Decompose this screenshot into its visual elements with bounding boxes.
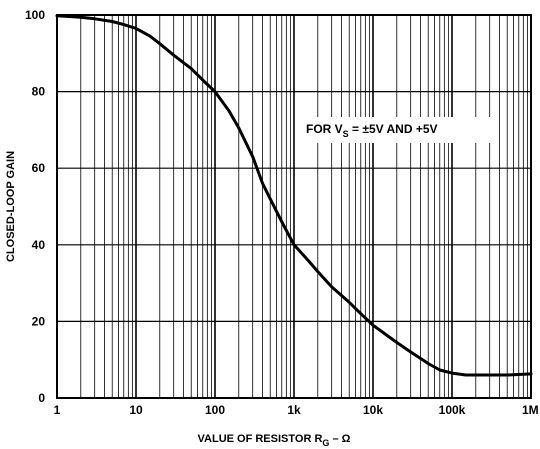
y-axis-label: CLOSED-LOOP GAIN bbox=[5, 151, 17, 262]
minor-grid bbox=[80, 15, 528, 398]
annotation-suffix: = ±5V AND +5V bbox=[349, 122, 438, 136]
y-tick-label: 20 bbox=[32, 314, 46, 328]
x-tick-label: 10 bbox=[129, 403, 143, 417]
y-tick-label: 60 bbox=[32, 161, 46, 175]
annotation-text: FOR VS = ±5V AND +5V bbox=[306, 122, 438, 139]
x-tick-label: 1M bbox=[522, 403, 539, 417]
y-tick-label: 100 bbox=[25, 8, 45, 22]
x-tick-label: 100k bbox=[439, 403, 466, 417]
plot-frame bbox=[56, 14, 532, 399]
x-axis-label: VALUE OF RESISTOR RG – Ω bbox=[198, 433, 351, 448]
x-tick-label: 1k bbox=[287, 403, 301, 417]
x-tick-label: 1 bbox=[54, 403, 61, 417]
x-tick-label: 10k bbox=[363, 403, 383, 417]
y-tick-label: 80 bbox=[32, 85, 46, 99]
y-tick-label: 40 bbox=[32, 238, 46, 252]
y-tick-label: 0 bbox=[38, 391, 45, 405]
x-axis-label-subscript: G bbox=[322, 438, 329, 448]
y-tick-labels: 0 20 40 60 80 100 bbox=[25, 8, 45, 405]
x-tick-label: 100 bbox=[205, 403, 225, 417]
annotation-background bbox=[298, 117, 494, 143]
x-tick-labels: 1 10 100 1k 10k 100k 1M bbox=[54, 403, 539, 417]
gain-curve bbox=[55, 14, 533, 377]
annotation: FOR VS = ±5V AND +5V bbox=[298, 117, 494, 143]
x-axis-label-main: VALUE OF RESISTOR R bbox=[198, 433, 323, 445]
x-axis-label-tail: – Ω bbox=[329, 433, 350, 445]
annotation-prefix: FOR V bbox=[306, 122, 343, 136]
annotation-subscript: S bbox=[343, 129, 349, 139]
